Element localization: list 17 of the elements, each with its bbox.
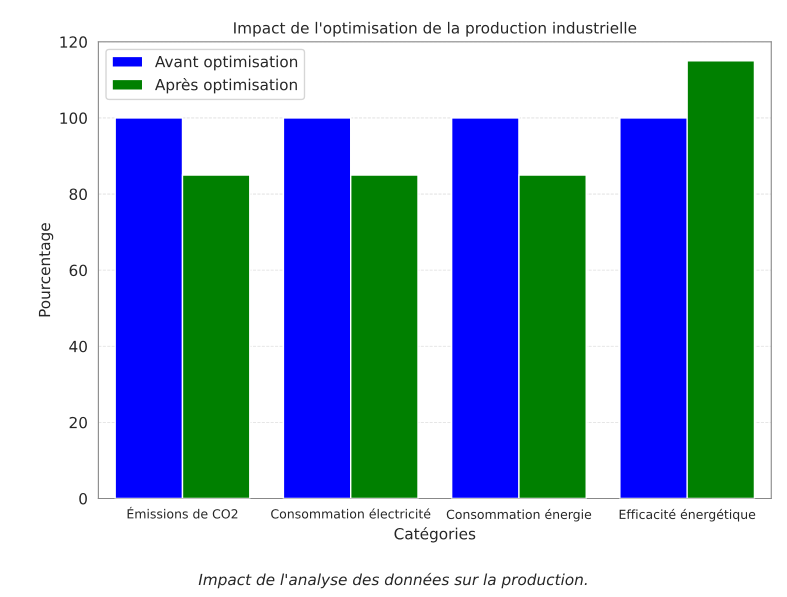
y-tick-label: 80	[70, 188, 87, 200]
y-tick-label: 60	[70, 264, 87, 276]
y-tick-label: 40	[69, 340, 87, 352]
legend-label: Avant optimisation	[155, 56, 298, 70]
x-tick-label: Efficacité énergétique	[620, 508, 756, 522]
legend-label: Après optimisation	[155, 78, 297, 94]
x-tick-label: Consommation énergie	[446, 508, 592, 522]
x-tick-label: Émissions de CO2	[128, 506, 238, 519]
text: Impact de l'analyse des données sur la production.	[198, 572, 587, 588]
chart-title: Impact de l'optimisation de la production industrielle	[234, 22, 636, 37]
y-tick-label: 20	[70, 416, 87, 428]
y-axis-title: Pourcentage	[38, 223, 54, 316]
x-axis-title: Catégories	[394, 527, 476, 542]
y-tick-label: 120	[60, 36, 87, 48]
x-tick-label: Consommation électricité	[271, 508, 430, 519]
y-tick-label: 0	[79, 492, 87, 505]
y-tick-label: 100	[60, 112, 87, 124]
